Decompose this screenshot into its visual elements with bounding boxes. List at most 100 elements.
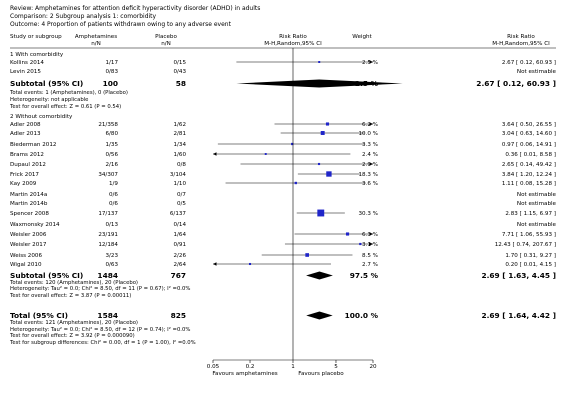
effect-marker	[317, 209, 325, 217]
effect-marker	[359, 242, 362, 246]
subgroup-note: Heterogeneity: not applicable	[10, 97, 88, 103]
effect-marker	[264, 153, 267, 155]
subtotal-ctl: 58	[176, 79, 186, 88]
study-ctl: 1/34	[173, 142, 186, 148]
study-ctl: 3/104	[170, 172, 187, 178]
comparison-line: Comparison: 2 Subgroup analysis 1: comor…	[10, 13, 157, 20]
ci-arrow-left	[213, 262, 217, 266]
col-weight: Weight	[352, 34, 372, 40]
study-name: Weiss 2006	[10, 253, 42, 259]
review-header: Review: Amphetamines for attention defic…	[10, 5, 260, 28]
study-ctl: 0/7	[177, 192, 186, 198]
subtotal-ctl: 767	[171, 271, 186, 280]
total-weight: 100.0 %	[345, 311, 379, 320]
study-exp: 1/17	[105, 60, 118, 66]
subtotal-diamond	[306, 271, 333, 280]
review-line: Review: Amphetamines for attention defic…	[10, 5, 260, 12]
study-rr: 2.83 [ 1.15, 6.97 ]	[505, 211, 556, 217]
study-rr: Not estimable	[517, 222, 557, 228]
study-rr: 0.36 [ 0.01, 8.58 ]	[505, 152, 556, 158]
x-tick-label: 1	[291, 364, 295, 370]
x-tick-label: 20	[369, 364, 377, 370]
ci-arrow-right	[369, 60, 373, 64]
total-note: Total events: 121 (Amphetamines), 20 (Pl…	[9, 320, 138, 326]
forest-rows: 1 With comorbidity Kollins 2014 1/17 0/15 2.…	[9, 52, 557, 346]
study-rr: 1.11 [ 0.08, 15.28 ]	[502, 181, 556, 187]
study-exp: 34/307	[98, 172, 118, 178]
study-exp: 2/16	[105, 162, 118, 168]
study-ctl: 0/43	[173, 69, 186, 75]
study-ctl: 1/62	[173, 122, 186, 128]
subtotal-diamond	[236, 79, 403, 88]
study-rr: 7.71 [ 1.06, 55.93 ]	[502, 232, 556, 238]
col-exp: Amphetamines	[75, 34, 117, 40]
study-weight: 8.5 %	[362, 253, 378, 259]
total-diamond	[306, 311, 333, 320]
col-study: Study or subgroup	[10, 34, 62, 40]
study-weight: 10.0 %	[358, 131, 378, 137]
study-name: Wigal 2010	[10, 262, 42, 268]
study-weight: 3.3 %	[362, 142, 378, 148]
study-weight: 2.7 %	[362, 262, 378, 268]
total-note: Heterogeneity: Tau² = 0.0; Chi² = 8.50, …	[10, 326, 190, 333]
column-headers: Study or subgroup Amphetamines n/N Place…	[10, 34, 556, 49]
study-rr: 0.97 [ 0.06, 14.91 ]	[502, 142, 556, 148]
ci-arrow-right	[369, 232, 373, 236]
total-note: Test for subgroup differences: Chi² = 0.…	[9, 339, 196, 346]
col-ctl-sub: n/N	[161, 41, 171, 47]
study-weight: 30.3 %	[358, 211, 378, 217]
study-rr: 1.70 [ 0.31, 9.27 ]	[505, 253, 556, 259]
effect-marker	[325, 122, 330, 126]
effect-marker	[291, 142, 294, 146]
subtotal-rr: 2.67 [ 0.12, 60.93 ]	[476, 79, 556, 88]
study-rr: 2.65 [ 0.14, 49.42 ]	[502, 162, 556, 168]
subgroup-note: Test for overall effect: Z = 0.61 (P = 0…	[9, 104, 121, 110]
effect-marker	[326, 171, 332, 177]
total-exp: 1584	[97, 311, 118, 320]
study-rr: 0.20 [ 0.01, 4.15 ]	[505, 262, 556, 268]
study-weight: 18.3 %	[358, 172, 378, 178]
study-name: Biederman 2012	[10, 142, 56, 148]
study-rr: 12.43 [ 0.74, 207.67 ]	[495, 242, 556, 248]
ci-arrow-left	[213, 152, 217, 156]
study-name: Kollins 2014	[10, 60, 44, 66]
effect-marker	[294, 181, 297, 185]
effect-marker	[320, 131, 325, 135]
study-exp: 6/80	[105, 131, 118, 137]
study-exp: 12/184	[98, 242, 118, 248]
study-exp: 3/23	[105, 253, 118, 259]
study-exp: 0/56	[105, 152, 118, 158]
study-ctl: 2/64	[173, 262, 186, 268]
total-label: Total (95% CI)	[10, 311, 68, 320]
total-rr: 2.69 [ 1.64, 4.42 ]	[481, 311, 556, 320]
study-ctl: 1/60	[173, 152, 186, 158]
study-name: Weisler 2017	[10, 242, 47, 248]
study-weight: 3.6 %	[362, 181, 378, 187]
effect-marker	[305, 253, 309, 257]
study-ctl: 2/81	[173, 131, 186, 137]
study-name: Waxmonsky 2014	[10, 222, 60, 228]
subgroup-title: 2 Without comorbidity	[10, 114, 73, 120]
study-rr: Not estimable	[517, 201, 557, 207]
x-tick-label: 0.2	[246, 364, 255, 370]
subtotal-label: Subtotal (95% CI)	[10, 271, 83, 280]
study-exp: 17/137	[98, 211, 118, 217]
total-ctl: 825	[171, 311, 186, 320]
study-ctl: 2/26	[173, 253, 186, 259]
subgroup-note: Total events: 1 (Amphetamines), 0 (Place…	[9, 90, 128, 96]
col-rr-sub: M-H,Random,95% CI	[264, 41, 322, 47]
subtotal-exp: 100	[103, 79, 118, 88]
study-name: Adler 2013	[10, 131, 41, 137]
col-ctl: Placebo	[155, 34, 177, 40]
subgroup-note: Heterogeneity: Tau² = 0.0; Chi² = 8.50, …	[10, 285, 190, 292]
subgroup-title: 1 With comorbidity	[10, 52, 64, 58]
subgroup-note: Test for overall effect: Z = 3.87 (P = 0…	[9, 293, 131, 299]
study-exp: 0/83	[105, 69, 118, 75]
subtotal-label: Subtotal (95% CI)	[10, 79, 83, 88]
study-exp: 23/191	[98, 232, 118, 238]
study-exp: 0/6	[109, 192, 118, 198]
study-ctl: 1/64	[173, 232, 186, 238]
favours-left-label: Favours amphetamines	[212, 371, 277, 377]
